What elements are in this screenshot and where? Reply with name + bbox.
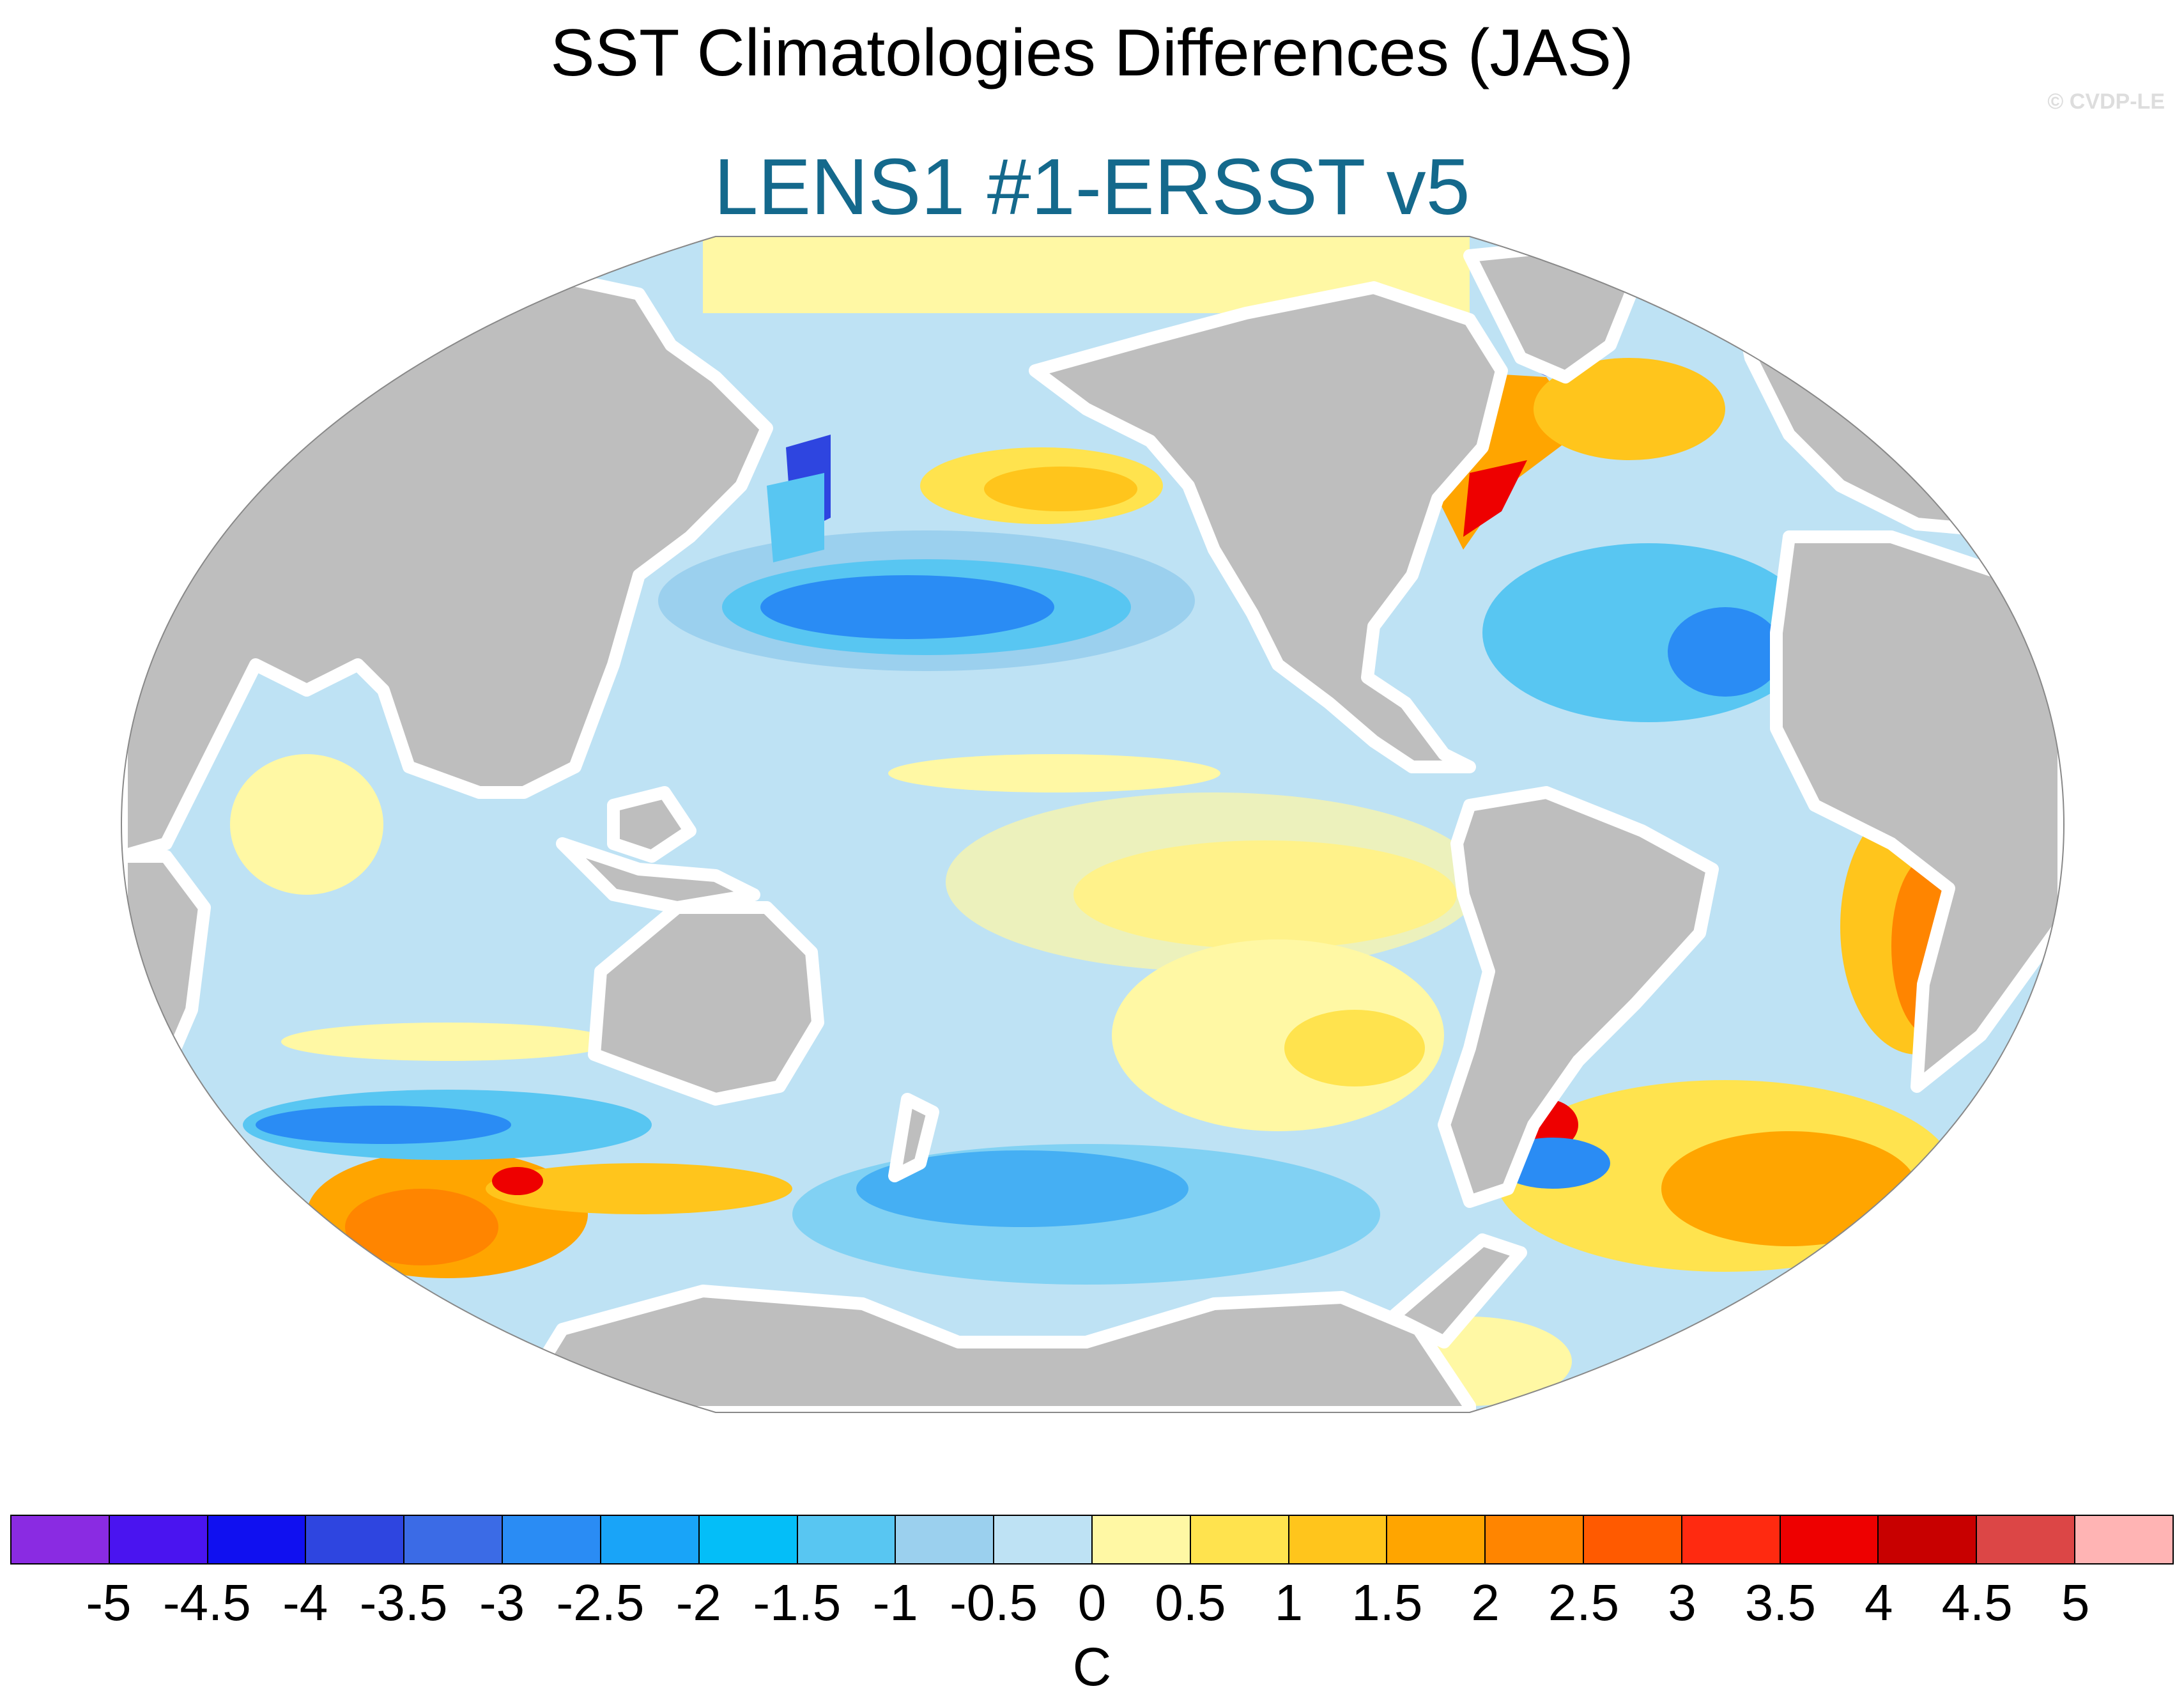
anomaly-south-pacific-edge (792, 1144, 1380, 1285)
colorbar-swatch (503, 1516, 601, 1563)
world-map (120, 236, 2065, 1413)
colorbar-swatch (109, 1516, 208, 1563)
colorbar-swatch (1387, 1516, 1486, 1563)
colorbar-tick: -2.5 (556, 1574, 645, 1631)
anomaly-south-indian-hotspot (492, 1167, 543, 1195)
anomaly-north-pacific-3 (760, 575, 1054, 639)
colorbar-swatch (699, 1516, 798, 1563)
colorbar-swatch (1486, 1516, 1584, 1563)
anomaly-south-indian-cold-core (256, 1106, 511, 1144)
anomaly-north-atlantic-core (1668, 607, 1783, 697)
colorbar-tick: 1.5 (1351, 1574, 1423, 1631)
colorbar-swatch (601, 1516, 700, 1563)
land-north-america (1029, 281, 1508, 773)
anomaly-central-pacific-1 (888, 754, 1220, 792)
land-borneo (607, 786, 696, 863)
anomaly-east-pacific-core (1284, 1010, 1425, 1086)
colorbar-tick: 2.5 (1548, 1574, 1620, 1631)
land-east-africa (121, 850, 211, 1131)
colorbar-tick: 3 (1668, 1574, 1696, 1631)
colorbar-swatch (896, 1516, 995, 1563)
colorbar-tick: 5 (2061, 1574, 2090, 1631)
map-subtitle: LENS1 #1-ERSST v5 (714, 143, 1470, 231)
land-south-america (1438, 786, 1719, 1208)
land-australia (588, 901, 824, 1106)
colorbar-tick: 2 (1471, 1574, 1500, 1631)
colorbar-tick: 4 (1865, 1574, 1893, 1631)
colorbar-swatch (208, 1516, 307, 1563)
land-antarctic-peninsula (1387, 1233, 1527, 1348)
credit-label: © CVDP-LE (2047, 89, 2165, 114)
colorbar-swatch (2075, 1516, 2172, 1563)
colorbar-swatch (994, 1516, 1093, 1563)
colorbar-swatch (797, 1516, 896, 1563)
colorbar-tick: -3 (479, 1574, 525, 1631)
colorbar-swatch (1289, 1516, 1388, 1563)
map-title: SST Climatologies Differences (JAS) (550, 16, 1634, 90)
colorbar-tick: 1 (1274, 1574, 1303, 1631)
colorbar-swatch (1879, 1516, 1978, 1563)
colorbar-swatch (1190, 1516, 1289, 1563)
colorbar-tick: -3.5 (359, 1574, 448, 1631)
land-indonesia (556, 837, 760, 914)
colorbar-tick: -0.5 (950, 1574, 1038, 1631)
anomaly-indian-ocean (281, 1023, 613, 1061)
colorbar-tick: -1 (872, 1574, 918, 1631)
colorbar-tick: 3.5 (1744, 1574, 1816, 1631)
colorbar-tick: -4.5 (162, 1574, 251, 1631)
colorbar-swatch (1977, 1516, 2076, 1563)
colorbar-tick: 0 (1077, 1574, 1107, 1631)
colorbar-swatch (1092, 1516, 1191, 1563)
anomaly-central-pacific-3 (946, 792, 1482, 971)
map-outline (120, 236, 2065, 1413)
colorbar-tick: -5 (86, 1574, 132, 1631)
colorbar-tick: 0.5 (1155, 1574, 1226, 1631)
anomaly-arabian-sea (230, 754, 383, 895)
land-antarctica (505, 1285, 1476, 1412)
anomaly-nordic-seas (1534, 358, 1725, 460)
colorbar-swatch (1780, 1516, 1879, 1563)
colorbar-swatch (1682, 1516, 1781, 1563)
colorbar-swatch (306, 1516, 405, 1563)
anomaly-kamchatka-edge (767, 473, 824, 562)
anomaly-gulf-alaska-core (984, 467, 1137, 511)
colorbar-swatch (1584, 1516, 1682, 1563)
colorbar-tick: -4 (282, 1574, 328, 1631)
anomaly-south-atlantic-core (1661, 1131, 1917, 1246)
anomaly-south-indian-core (345, 1189, 498, 1265)
colorbar (10, 1515, 2174, 1565)
colorbar-tick: 4.5 (1941, 1574, 2013, 1631)
colorbar-tick: -2 (675, 1574, 721, 1631)
colorbar-swatch (404, 1516, 504, 1563)
colorbar-unit-label: C (1072, 1637, 1112, 1697)
colorbar-tick: -1.5 (753, 1574, 842, 1631)
land-new-zealand (888, 1093, 939, 1182)
colorbar-swatch (12, 1516, 110, 1563)
colorbar-tick-labels: -5 -4.5 -4 -3.5 -3 -2.5 -2 -1.5 -1 -0.5 0 0.5 1 1.5 2 2… (0, 1573, 2184, 1644)
anomaly-gulf-stream-core (1463, 460, 1527, 537)
anomaly-south-indian-band (486, 1163, 792, 1214)
